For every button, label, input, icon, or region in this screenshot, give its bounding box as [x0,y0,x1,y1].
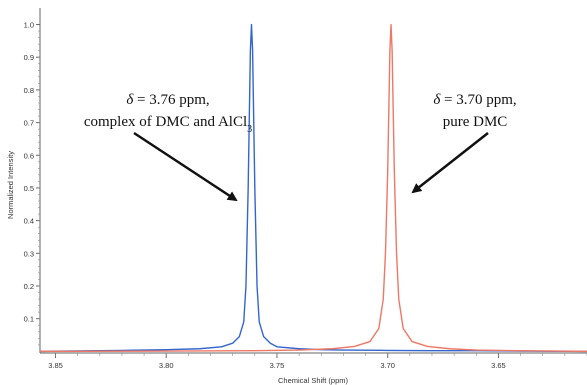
series-group [39,23,587,353]
x-tick-label: 3.80 [159,361,174,370]
annotation-right-line2: pure DMC [443,114,508,130]
y-tick-label: 0.4 [24,217,34,226]
series-line-1 [39,23,587,353]
y-tick-label: 0.8 [24,86,34,95]
y-tick-label: 0.2 [24,282,34,291]
y-tick-label: 0.1 [24,315,34,324]
y-tick-label: 0.7 [24,119,34,128]
x-tick-label: 3.75 [270,361,285,370]
x-tick-label: 3.65 [491,361,506,370]
annotation-right-line1: δ = 3.70 ppm, [433,92,516,108]
annotation-left-line2: complex of DMC and AlCl3 [84,114,252,135]
annotation-right-arrow [411,132,489,194]
y-tick-label: 0.5 [24,184,34,193]
series-line-2 [39,23,587,353]
y-axis-title: Normalized Intensity [6,151,15,219]
x-axis-title: Chemical Shift (ppm) [278,376,349,385]
x-tick-label: 3.70 [380,361,395,370]
y-tick-label: 0.9 [24,53,34,62]
annotation-left-arrow [133,131,238,202]
x-tick-label: 3.85 [48,361,63,370]
y-tick-label: 1.0 [24,21,34,30]
axis-ticks: 0.1 0.2 0.3 0.4 0.5 0.6 0.7 0.8 0.9 1.0 3.85 3.80 3.… [24,21,587,370]
annotation-left-line1: δ = 3.76 ppm, [126,92,209,108]
y-tick-label: 0.6 [24,151,34,160]
y-tick-label: 0.3 [24,249,34,258]
